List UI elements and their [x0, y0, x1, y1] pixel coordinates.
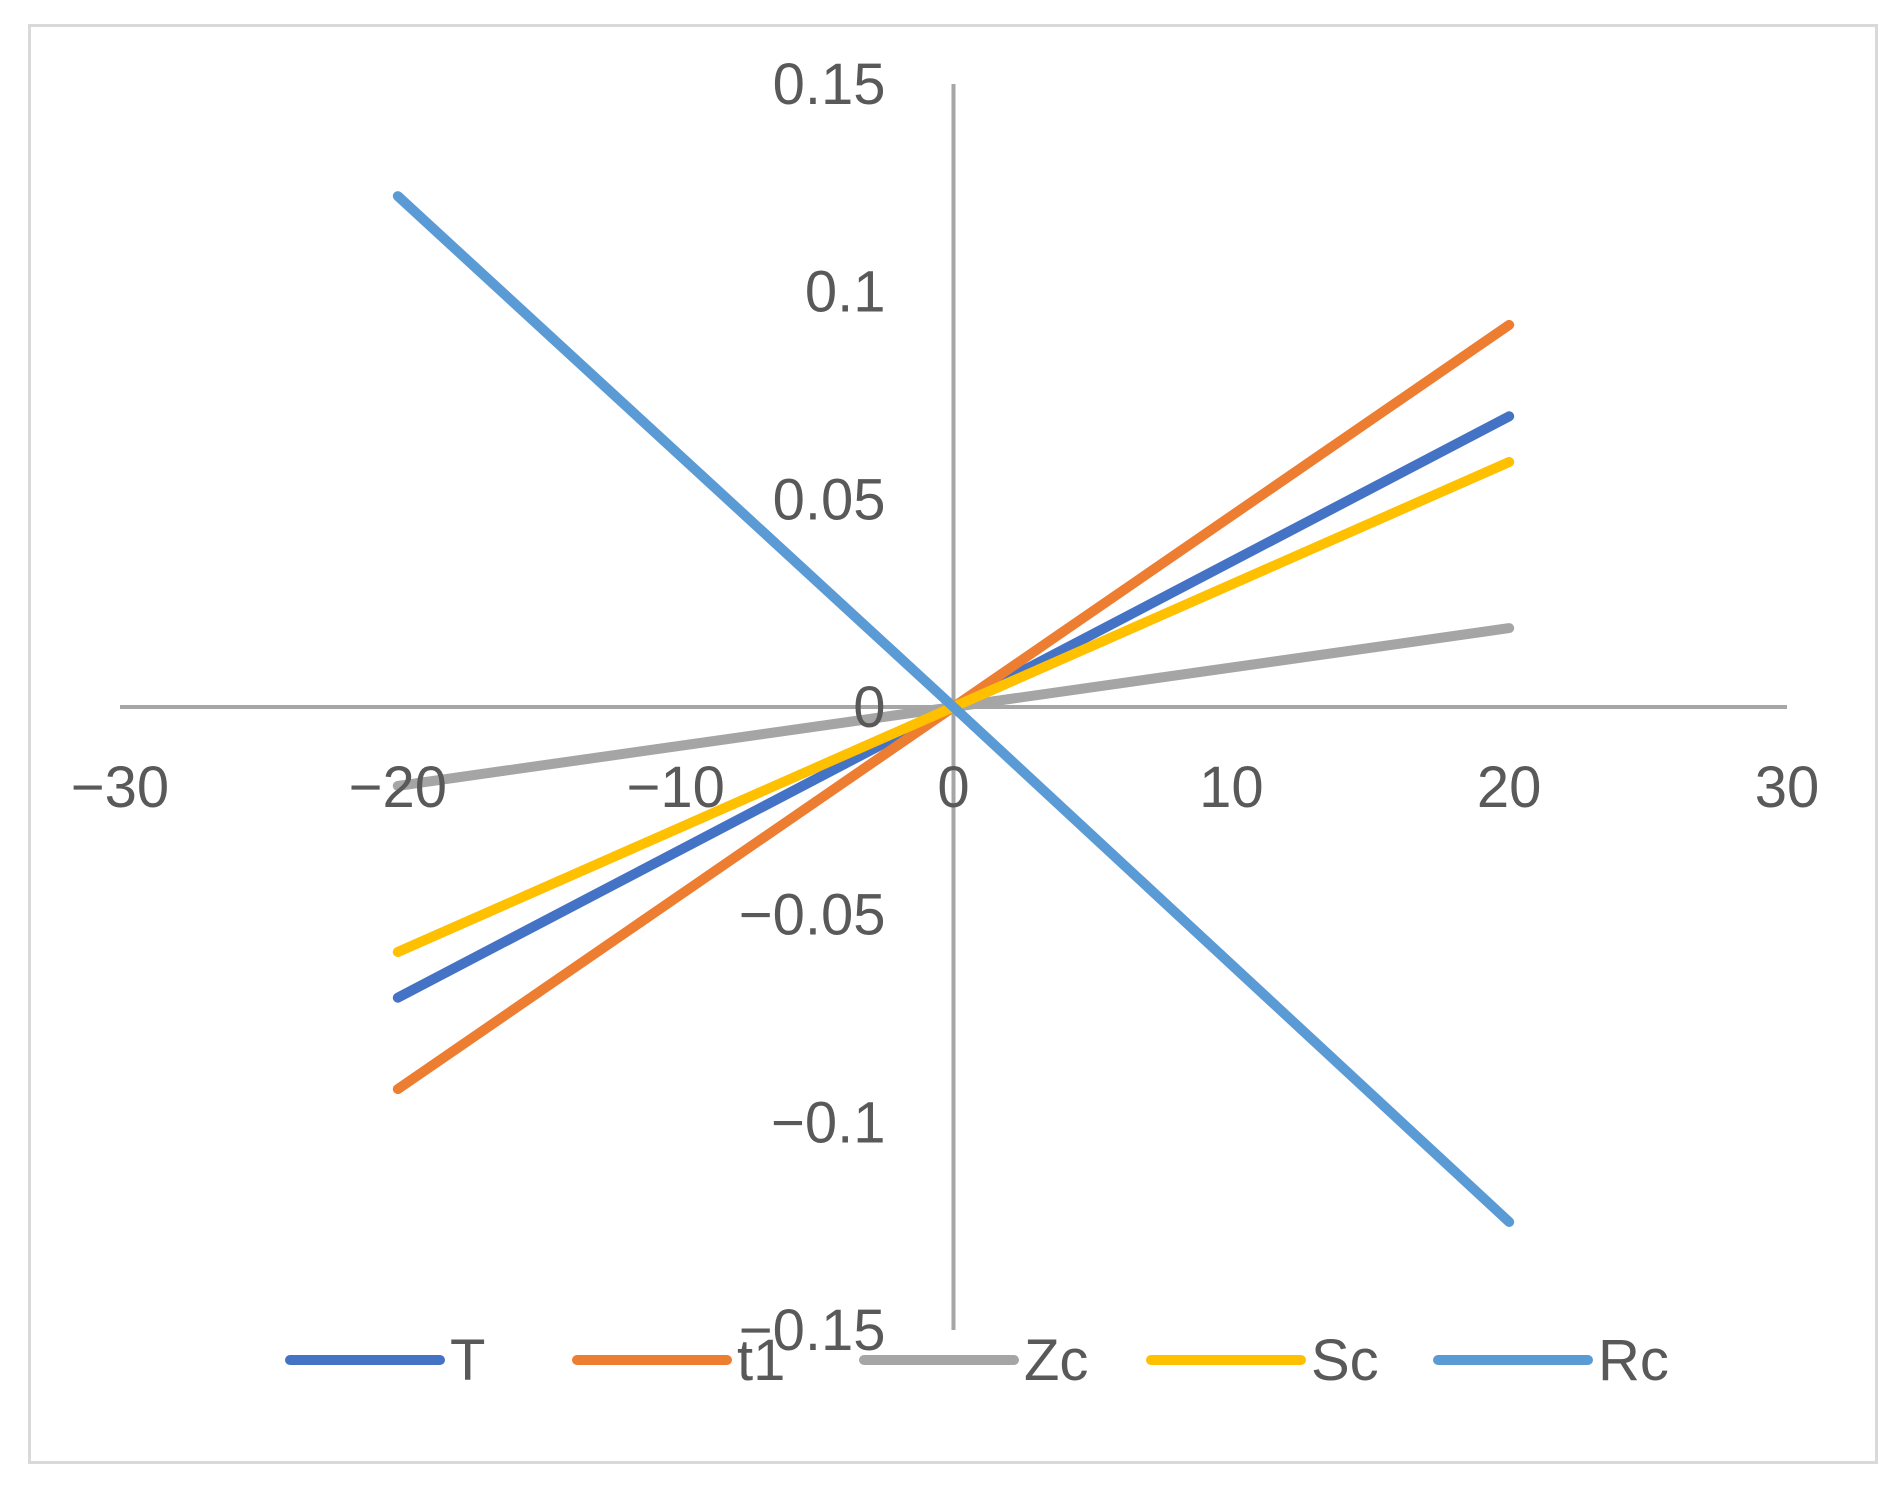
x-tick-label: 10 [1199, 755, 1264, 820]
y-tick-label: −0.15 [739, 1298, 886, 1363]
series-line-rc [392, 191, 1515, 1227]
legend-label-t1: t1 [737, 1328, 785, 1393]
x-tick-label: −10 [626, 755, 724, 820]
y-tick-label: 0.1 [805, 260, 886, 325]
x-tick-label: 30 [1755, 755, 1820, 820]
legend-label-rc: Rc [1598, 1328, 1669, 1393]
y-tick-label: −0.05 [739, 883, 886, 948]
x-tick-label: 20 [1477, 755, 1542, 820]
y-tick-label: 0.05 [773, 467, 886, 532]
legend-label-t: T [450, 1328, 485, 1393]
series-lines [392, 191, 1515, 1227]
y-tick-label: 0.15 [773, 52, 886, 117]
y-tick-label: 0 [853, 675, 885, 740]
x-tick-label: 0 [937, 755, 969, 820]
tick-labels: 0.15 0.1 0.05 0 −0.05 −0.1 −0.15 −30 −20 −10 0 10 20… [71, 52, 1819, 1363]
legend-label-sc: Sc [1311, 1328, 1379, 1393]
x-tick-label: −30 [71, 755, 169, 820]
legend-label-zc: Zc [1024, 1328, 1088, 1393]
x-tick-label: −20 [349, 755, 447, 820]
y-tick-label: −0.1 [771, 1090, 886, 1155]
